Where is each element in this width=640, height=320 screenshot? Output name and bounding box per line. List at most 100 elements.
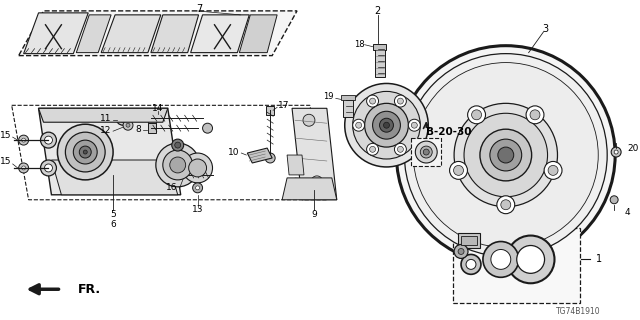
Circle shape — [265, 153, 275, 163]
Text: 15: 15 — [0, 131, 12, 140]
Circle shape — [530, 110, 540, 120]
Circle shape — [58, 124, 113, 180]
Text: 10: 10 — [228, 148, 239, 156]
Circle shape — [413, 63, 598, 247]
Circle shape — [311, 176, 323, 188]
Text: 9: 9 — [311, 210, 317, 219]
Circle shape — [369, 146, 376, 152]
Circle shape — [461, 254, 481, 274]
Circle shape — [466, 260, 476, 269]
Text: 11: 11 — [100, 114, 111, 123]
Circle shape — [458, 248, 464, 254]
Polygon shape — [282, 178, 337, 200]
Text: 6: 6 — [110, 220, 116, 229]
Circle shape — [40, 132, 56, 148]
Text: 3: 3 — [543, 24, 548, 34]
Text: 18: 18 — [354, 40, 365, 49]
Circle shape — [365, 103, 408, 147]
Circle shape — [501, 200, 511, 210]
Polygon shape — [24, 13, 88, 54]
Circle shape — [490, 139, 522, 171]
Text: 16: 16 — [166, 183, 178, 192]
Circle shape — [548, 165, 558, 175]
Text: B-20-30: B-20-30 — [426, 127, 472, 137]
Circle shape — [614, 150, 618, 154]
Circle shape — [483, 242, 518, 277]
Circle shape — [449, 162, 467, 179]
Circle shape — [126, 123, 130, 127]
Polygon shape — [51, 160, 178, 195]
Circle shape — [394, 95, 406, 107]
Circle shape — [412, 122, 417, 128]
Bar — [453, 228, 580, 303]
Circle shape — [196, 186, 200, 190]
Circle shape — [172, 139, 184, 151]
Circle shape — [175, 142, 180, 148]
Polygon shape — [38, 108, 180, 195]
Polygon shape — [38, 108, 168, 122]
Bar — [148, 123, 156, 133]
Circle shape — [182, 153, 212, 183]
Polygon shape — [287, 155, 304, 175]
Polygon shape — [247, 148, 272, 163]
Circle shape — [193, 183, 203, 193]
Circle shape — [423, 149, 429, 155]
Circle shape — [19, 135, 29, 145]
Circle shape — [22, 166, 26, 170]
Circle shape — [123, 120, 133, 130]
Bar — [340, 95, 355, 100]
Circle shape — [367, 143, 378, 155]
Circle shape — [369, 98, 376, 104]
Circle shape — [353, 119, 365, 131]
Circle shape — [74, 140, 97, 164]
Circle shape — [189, 159, 207, 177]
Polygon shape — [292, 108, 337, 200]
Text: 17: 17 — [278, 101, 290, 110]
Circle shape — [498, 147, 514, 163]
Bar — [185, 170, 191, 180]
Bar — [266, 106, 274, 115]
Polygon shape — [151, 15, 198, 52]
Text: FR.: FR. — [78, 283, 101, 296]
Circle shape — [415, 141, 437, 163]
Circle shape — [116, 111, 130, 125]
Circle shape — [544, 162, 562, 179]
Circle shape — [454, 244, 468, 259]
Circle shape — [367, 95, 378, 107]
Circle shape — [472, 110, 481, 120]
Circle shape — [372, 111, 401, 139]
Text: 12: 12 — [100, 126, 111, 135]
Polygon shape — [19, 11, 297, 56]
Text: 2: 2 — [374, 6, 381, 16]
Circle shape — [353, 92, 420, 159]
Circle shape — [394, 143, 406, 155]
Circle shape — [454, 103, 557, 207]
Polygon shape — [76, 15, 111, 52]
Text: 19: 19 — [323, 92, 334, 101]
Circle shape — [19, 163, 29, 173]
Bar — [148, 113, 156, 123]
Circle shape — [83, 150, 87, 154]
Circle shape — [526, 106, 544, 124]
Polygon shape — [191, 15, 250, 52]
Text: 8: 8 — [135, 125, 141, 134]
Circle shape — [22, 138, 26, 142]
Circle shape — [79, 146, 92, 158]
Bar — [412, 138, 441, 166]
Polygon shape — [239, 15, 277, 52]
Circle shape — [480, 129, 532, 181]
Circle shape — [163, 150, 193, 180]
Text: 13: 13 — [192, 205, 204, 214]
Circle shape — [380, 118, 394, 132]
Text: 14: 14 — [152, 104, 164, 113]
Circle shape — [303, 114, 315, 126]
Text: 7: 7 — [196, 4, 203, 14]
Circle shape — [203, 123, 212, 133]
Circle shape — [516, 245, 545, 273]
Bar — [343, 97, 353, 117]
Circle shape — [356, 122, 362, 128]
Circle shape — [454, 165, 463, 175]
Circle shape — [408, 119, 420, 131]
Circle shape — [119, 114, 127, 122]
Text: 4: 4 — [624, 208, 630, 217]
